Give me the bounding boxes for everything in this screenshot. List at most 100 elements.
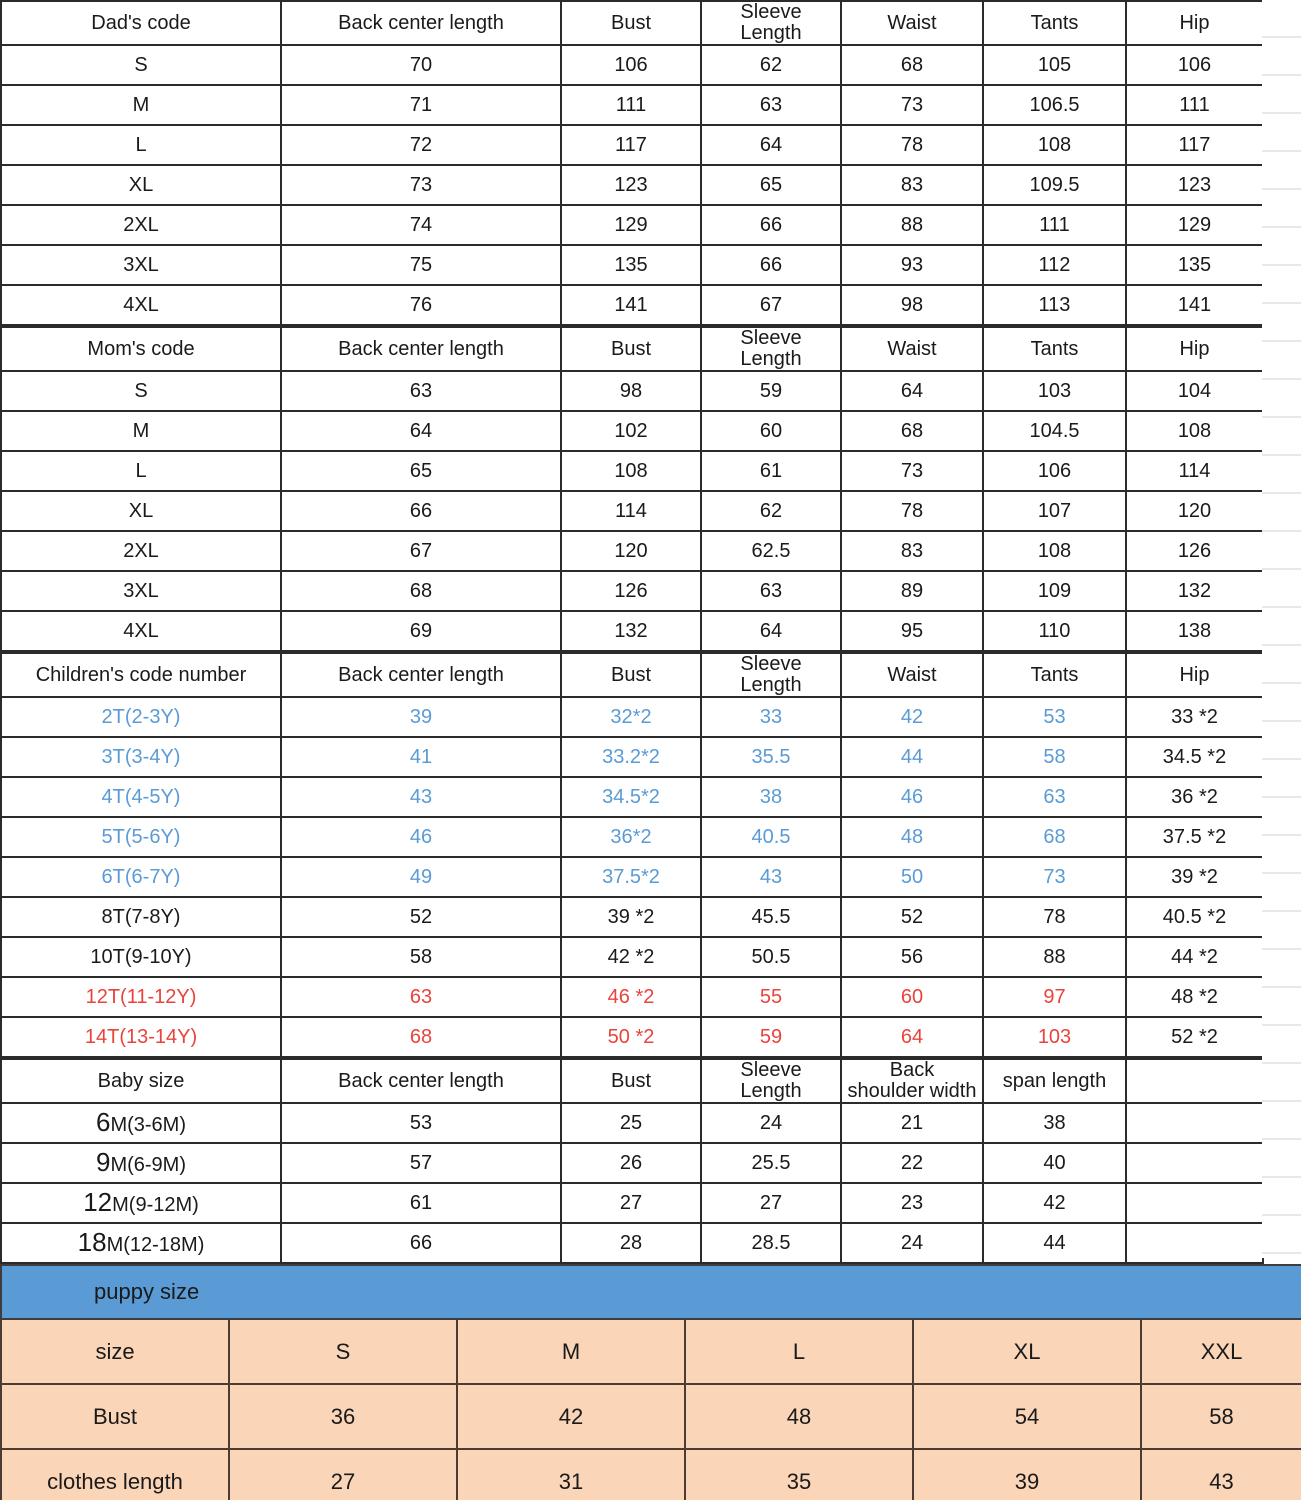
table-cell: S [0, 370, 282, 412]
table-cell: 21 [840, 1102, 984, 1144]
table-cell: M [0, 84, 282, 126]
table-cell: 46 *2 [560, 976, 702, 1018]
table-cell: 64 [700, 124, 842, 166]
table-row: 6M(3-6M) 53 25 24 21 38 [0, 1102, 1264, 1144]
table-cell: 27 [700, 1182, 842, 1224]
table-row: 3XL 75 135 66 93 112 135 [0, 244, 1264, 286]
table-cell: 59 [700, 1016, 842, 1058]
table-cell: 129 [560, 204, 702, 246]
table-cell: 50.5 [700, 936, 842, 978]
dads-header-cell: Bust [560, 0, 702, 46]
table-cell: 52 [840, 896, 984, 938]
table-cell: 62 [700, 490, 842, 532]
table-cell: 35.5 [700, 736, 842, 778]
dads-header-cell: Tants [982, 0, 1127, 46]
table-row: 3XL 68 126 63 89 109 132 [0, 570, 1264, 612]
table-row: 10T(9-10Y) 58 42 *2 50.5 56 88 44 *2 [0, 936, 1264, 978]
table-cell: 108 [982, 530, 1127, 572]
table-row: size S M L XL XXL [0, 1318, 1301, 1385]
table-cell: 66 [700, 204, 842, 246]
table-cell: 111 [982, 204, 1127, 246]
table-cell: 106 [560, 44, 702, 86]
table-row: 3T(3-4Y) 41 33.2*2 35.5 44 58 34.5 *2 [0, 736, 1264, 778]
baby-header-cell: Sleeve Length [700, 1058, 842, 1104]
puppy-banner-row: puppy size [0, 1264, 1301, 1320]
table-cell: 22 [840, 1142, 984, 1184]
baby-size-label: 12M(9-12M) [0, 1182, 282, 1224]
table-cell: 108 [1125, 410, 1264, 452]
table-cell: 27 [560, 1182, 702, 1224]
table-cell: 120 [560, 530, 702, 572]
children-header-cell: Hip [1125, 652, 1264, 698]
table-cell: 63 [280, 976, 562, 1018]
children-header-cell: Bust [560, 652, 702, 698]
table-cell: 23 [840, 1182, 984, 1224]
table-row: 4XL 76 141 67 98 113 141 [0, 284, 1264, 326]
moms-header-cell: Bust [560, 326, 702, 372]
table-cell: 123 [560, 164, 702, 206]
table-cell: 36 [228, 1383, 458, 1450]
table-cell: 109 [982, 570, 1127, 612]
table-cell: 117 [1125, 124, 1264, 166]
baby-size-label: 18M(12-18M) [0, 1222, 282, 1264]
table-cell: 63 [982, 776, 1127, 818]
table-cell: 66 [280, 1222, 562, 1264]
children-header-cell: Waist [840, 652, 984, 698]
table-cell: 6T(6-7Y) [0, 856, 282, 898]
table-cell: 58 [280, 936, 562, 978]
baby-header-cell: Baby size [0, 1058, 282, 1104]
dads-header-cell: Waist [840, 0, 984, 46]
children-header-cell: Tants [982, 652, 1127, 698]
table-row: 8T(7-8Y) 52 39 *2 45.5 52 78 40.5 *2 [0, 896, 1264, 938]
table-cell: 114 [560, 490, 702, 532]
table-cell: 74 [280, 204, 562, 246]
dads-header-cell: Dad's code [0, 0, 282, 46]
table-cell: 44 [982, 1222, 1127, 1264]
table-cell: 110 [982, 610, 1127, 652]
table-cell: 35 [684, 1448, 914, 1500]
table-cell: 59 [700, 370, 842, 412]
table-cell: 88 [840, 204, 984, 246]
table-cell: 78 [982, 896, 1127, 938]
table-cell: 66 [700, 244, 842, 286]
table-cell: S [228, 1318, 458, 1385]
table-cell: 49 [280, 856, 562, 898]
table-cell: 68 [982, 816, 1127, 858]
table-cell: 106 [1125, 44, 1264, 86]
table-cell: 42 [840, 696, 984, 738]
table-cell: 114 [1125, 450, 1264, 492]
baby-header-spacer [1125, 1058, 1264, 1104]
puppy-row-label: clothes length [0, 1448, 230, 1500]
table-cell: 67 [280, 530, 562, 572]
baby-row-spacer [1125, 1182, 1264, 1224]
table-cell: 62.5 [700, 530, 842, 572]
baby-row-spacer [1125, 1102, 1264, 1144]
table-row: XL 66 114 62 78 107 120 [0, 490, 1264, 532]
table-cell: 50 *2 [560, 1016, 702, 1058]
table-cell: 38 [700, 776, 842, 818]
table-row: 12M(9-12M) 61 27 27 23 42 [0, 1182, 1264, 1224]
table-cell: 71 [280, 84, 562, 126]
table-row: 12T(11-12Y) 63 46 *2 55 60 97 48 *2 [0, 976, 1264, 1018]
moms-header-cell: Hip [1125, 326, 1264, 372]
table-cell: 52 *2 [1125, 1016, 1264, 1058]
table-cell: 64 [700, 610, 842, 652]
table-cell: 31 [456, 1448, 686, 1500]
table-cell: 39 *2 [560, 896, 702, 938]
table-cell: 135 [1125, 244, 1264, 286]
table-row: 14T(13-14Y) 68 50 *2 59 64 103 52 *2 [0, 1016, 1264, 1058]
table-cell: 62 [700, 44, 842, 86]
table-cell: 42 *2 [560, 936, 702, 978]
table-cell: 39 [912, 1448, 1142, 1500]
table-puppy: puppy size size S M L XL XXL Bust 36 42 48 54 58 clot… [0, 1264, 1301, 1500]
table-cell: 32*2 [560, 696, 702, 738]
table-row: 6T(6-7Y) 49 37.5*2 43 50 73 39 *2 [0, 856, 1264, 898]
table-cell: 12T(11-12Y) [0, 976, 282, 1018]
table-cell: 27 [228, 1448, 458, 1500]
table-cell: 89 [840, 570, 984, 612]
table-row: 4T(4-5Y) 43 34.5*2 38 46 63 36 *2 [0, 776, 1264, 818]
table-cell: 38 [982, 1102, 1127, 1144]
table-cell: 50 [840, 856, 984, 898]
table-cell: 73 [982, 856, 1127, 898]
dads-header-cell: Back center length [280, 0, 562, 46]
